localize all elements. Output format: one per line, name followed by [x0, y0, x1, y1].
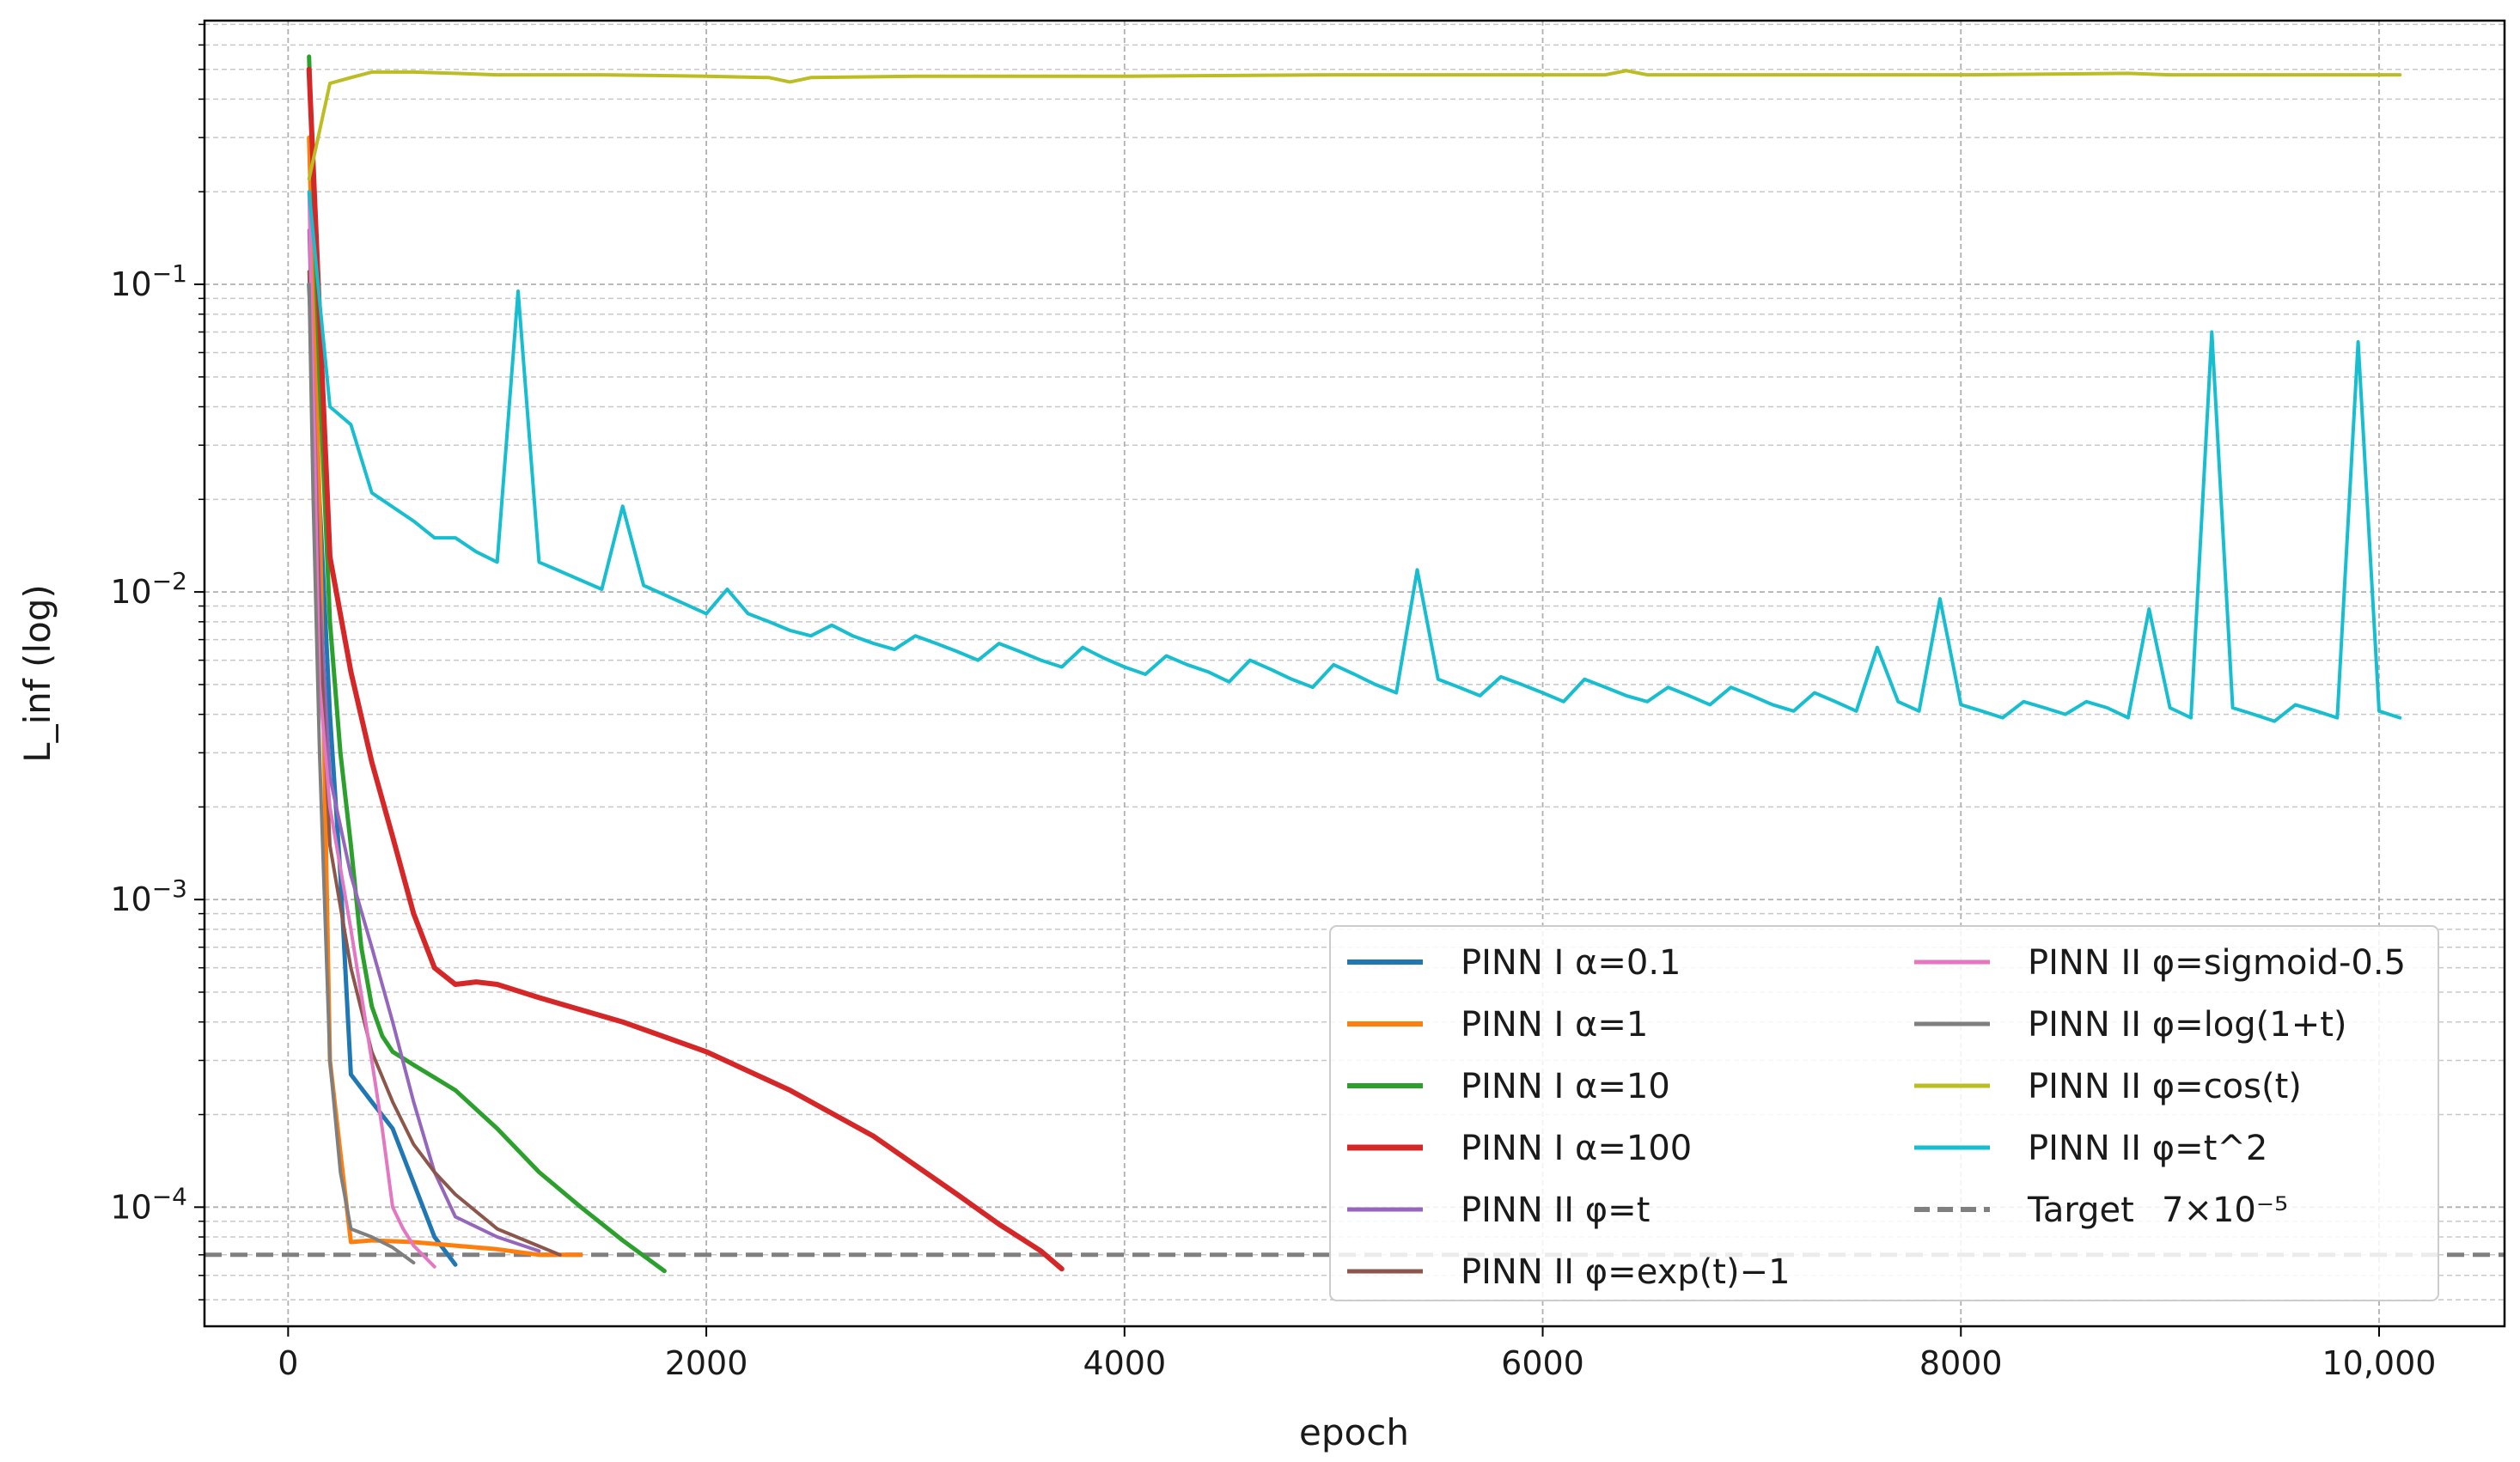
legend-box	[1329, 925, 2439, 1301]
x-axis-title: epoch	[1299, 1411, 1409, 1453]
legend-label: PINN I α=1	[1461, 1005, 1648, 1045]
legend-label: PINN II φ=exp(t)−1	[1461, 1252, 1791, 1292]
y-tick-label: 10−4	[110, 1182, 187, 1226]
series-line	[307, 135, 583, 1258]
series-line	[307, 283, 416, 1264]
x-tick-label: 10,000	[2322, 1344, 2436, 1382]
plot-frame	[203, 19, 2506, 1328]
series-line	[307, 228, 541, 1253]
legend: PINN I α=0.1 PINN I α=1 PINN I α=10 PINN I …	[1329, 925, 2439, 1301]
y-tick-label: 10−2	[110, 567, 187, 611]
series-line	[307, 282, 458, 1267]
series-line	[307, 190, 436, 1269]
legend-label: Target	[2027, 1191, 2134, 1230]
x-tick-label: 2000	[665, 1344, 748, 1382]
legend-label: PINN II φ=t	[1461, 1191, 1650, 1230]
y-tick-label: 10−3	[110, 874, 187, 918]
series-layer	[306, 54, 2402, 1274]
x-tick-label: 4000	[1083, 1344, 1166, 1382]
legend-label: PINN II φ=log(1+t)	[2028, 1005, 2347, 1045]
legend-label: PINN II φ=t^2	[2028, 1129, 2267, 1168]
y-tick-label: 10−1	[110, 259, 187, 303]
tick-layer: 10−1 10−2 10−3 10−4 0 2000 4000 6000 8000 10,000	[110, 23, 2436, 1382]
legend-label: PINN I α=10	[1461, 1067, 1670, 1106]
series-line	[307, 54, 667, 1274]
series-line	[307, 69, 2402, 181]
legend-label: PINN I α=0.1	[1461, 943, 1681, 983]
legend-label: PINN I α=100	[1461, 1129, 1692, 1168]
legend-label: PINN II φ=cos(t)	[2028, 1067, 2302, 1106]
series-line	[307, 190, 2402, 723]
legend-label: PINN II φ=sigmoid-0.5	[2028, 943, 2406, 983]
y-axis-title: L_inf (log)	[16, 584, 58, 763]
x-tick-label: 8000	[1919, 1344, 2003, 1382]
x-tick-label: 0	[278, 1344, 298, 1382]
legend-target-value: 7×10⁻⁵	[2162, 1191, 2288, 1230]
x-tick-label: 6000	[1501, 1344, 1584, 1382]
series-line	[306, 66, 1065, 1272]
